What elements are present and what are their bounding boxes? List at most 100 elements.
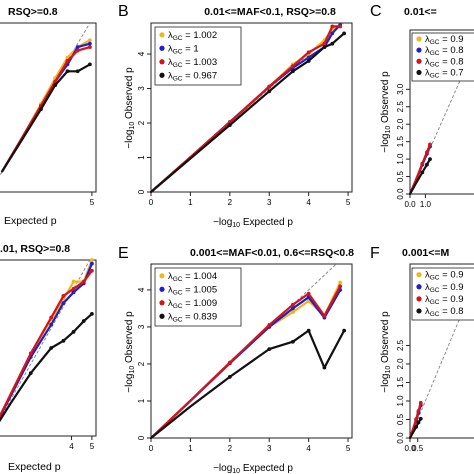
panel-c-ytick-label: 2.5 bbox=[396, 101, 405, 113]
panel-e-xtick-label: 4 bbox=[306, 444, 311, 453]
panel-b-legend-box bbox=[154, 26, 242, 86]
panel-e-xtick-label: 0 bbox=[149, 444, 154, 453]
panel-c-legend-marker bbox=[416, 58, 422, 64]
panel-e-series-2-point bbox=[227, 360, 232, 365]
panel-b-series-1-point bbox=[330, 31, 335, 36]
panel-e-series-2-point bbox=[267, 323, 272, 327]
panel-e-series-1-point bbox=[290, 306, 295, 311]
panel-e-plot: 0 1 2 3 4 5 0 1 2 3 4 bbox=[137, 263, 351, 453]
panel-e-xtick-label: 5 bbox=[346, 444, 351, 453]
panel-b-title: 0.01<=MAF<0.1, RSQ>=0.8 bbox=[204, 6, 336, 18]
panel-a-series-3-point bbox=[87, 62, 92, 67]
panel-c-series-2-point bbox=[428, 142, 432, 147]
panel-a-plot: 5 bbox=[0, 22, 95, 207]
panel-e-ylabel-text: Observed p bbox=[124, 311, 135, 363]
panel-c-series-3-point bbox=[428, 157, 432, 162]
panel-b-xtick-label: 0 bbox=[149, 198, 154, 207]
panel-a-xlabel: Expected p bbox=[4, 215, 57, 227]
panel-c-ytick-label: 1.5 bbox=[396, 136, 405, 148]
panel-f-legend-marker bbox=[416, 284, 422, 290]
panel-d-series-2-point bbox=[28, 351, 33, 356]
panel-a-series-2-trace bbox=[1, 46, 91, 173]
panel-f-series-3-point bbox=[416, 420, 421, 425]
panel-e-ytick-label: 1 bbox=[137, 398, 146, 403]
panel-e-legend-box bbox=[154, 267, 242, 327]
panel-f-xtick-label: 0.5 bbox=[412, 444, 424, 453]
panel-f-legend-marker bbox=[416, 272, 422, 278]
panel-b-plot: 0 1 2 3 4 5 0 1 2 3 4 bbox=[137, 22, 351, 207]
panel-b-xtick-label: 3 bbox=[267, 198, 272, 207]
panel-b-series-2-point bbox=[306, 50, 311, 55]
panel-d-series-2-point bbox=[81, 279, 86, 284]
panel-e-series-2-point bbox=[290, 302, 295, 307]
panel-e-series-3-point bbox=[306, 328, 311, 333]
panel-d-plot-area bbox=[0, 259, 97, 437]
panel-f-series-3-point bbox=[418, 416, 423, 421]
panel-d-xtick-label: 5 bbox=[90, 442, 95, 451]
panel-f-xtick-label: 0.0 bbox=[404, 444, 416, 453]
panel-d-series-2-point bbox=[71, 286, 76, 291]
panel-f-legend-box bbox=[411, 267, 474, 321]
panel-b-plot-area bbox=[150, 22, 353, 193]
panel-b-ytick-label: 1 bbox=[137, 155, 146, 160]
panel-e-legend-marker bbox=[159, 313, 165, 319]
panel-e-series-3-point bbox=[290, 339, 295, 344]
panel-a-series-1-point bbox=[87, 41, 92, 46]
panel-e-xlabel: −log10 Expected p bbox=[213, 463, 293, 474]
panel-b-series-3-point bbox=[290, 69, 295, 74]
panel-f-series-2-point bbox=[418, 400, 423, 405]
panel-d-series-2-point bbox=[90, 268, 94, 273]
panel-d-diagonal-line bbox=[0, 259, 91, 420]
panel-c: C 0.01<= 0.0 1.0 0.0 0.5 1.0 1.5 2.0 2.5 3.0 λGC… bbox=[370, 3, 474, 209]
panel-b-xtick-label: 1 bbox=[188, 198, 193, 207]
panel-f-ytick-label: 2.0 bbox=[396, 358, 405, 370]
panel-b-xtick-label: 5 bbox=[346, 198, 351, 207]
panel-a-series-2-point bbox=[87, 45, 92, 50]
panel-c-xtick-label: 0.0 bbox=[404, 200, 416, 209]
panel-e-series-3-point bbox=[342, 328, 347, 333]
panel-e-series-2-trace bbox=[149, 285, 342, 440]
panel-d-series-3-trace bbox=[0, 312, 93, 423]
panel-b-ytick-label: 2 bbox=[137, 120, 146, 125]
panel-b-series-2-point bbox=[267, 84, 272, 89]
panel-b-xlabel: −log10 Expected p bbox=[213, 217, 293, 229]
panel-a-series-1-point bbox=[75, 45, 80, 50]
panel-c-legend-marker bbox=[416, 47, 422, 53]
panel-c-series-2-point bbox=[420, 161, 425, 166]
panel-c-ytick-label: 0.0 bbox=[396, 188, 405, 200]
panel-d-series-1-point bbox=[61, 301, 66, 306]
panel-d-series-1-point bbox=[90, 261, 94, 266]
panel-f-ylabel: −log10 Observed p bbox=[380, 311, 392, 393]
panel-f-ytick-label: 0.0 bbox=[396, 432, 405, 444]
panel-e-legend-marker bbox=[159, 300, 165, 306]
panel-d-xlabel: Expected p bbox=[8, 461, 61, 473]
panel-b-ytick-label: 3 bbox=[137, 86, 146, 91]
panel-c-title: 0.01<= bbox=[404, 6, 437, 18]
panel-f-series-2-point bbox=[416, 409, 421, 413]
panel-e-series-0-point bbox=[338, 280, 343, 285]
panel-b-series-3-point bbox=[227, 123, 232, 127]
panel-c-legend-marker bbox=[416, 36, 422, 42]
panel-d-series-1-point bbox=[71, 290, 76, 295]
panel-e-legend-marker bbox=[159, 286, 165, 292]
panel-f-title: 0.001<=M bbox=[402, 247, 450, 259]
panel-c-legend-box bbox=[411, 32, 474, 82]
panel-b-series-3-point bbox=[342, 31, 347, 36]
panel-a-series-3-point bbox=[65, 69, 70, 74]
panel-e: E 0.001<=MAF<0.01, 0.6<=RSQ<0.8 0 1 2 3 4 5 0 1… bbox=[118, 245, 354, 474]
panel-e-series-0-point bbox=[290, 310, 295, 315]
panel-a-title: RSQ>=0.8 bbox=[8, 6, 58, 18]
panel-d-series-3-point bbox=[90, 311, 94, 316]
panel-b-xtick-label: 2 bbox=[228, 198, 233, 207]
panel-b-series-1-point bbox=[306, 55, 311, 60]
panel-b-series-2-point bbox=[322, 41, 327, 46]
panel-b-xtick-label: 4 bbox=[306, 198, 311, 207]
panel-d-series-3-point bbox=[71, 329, 76, 334]
panel-d-series-0-point bbox=[90, 258, 94, 262]
panel-b-legend-marker bbox=[159, 72, 165, 78]
panel-b-ylabel-text: Observed p bbox=[124, 67, 135, 119]
panel-d-series-1-trace bbox=[0, 262, 93, 420]
